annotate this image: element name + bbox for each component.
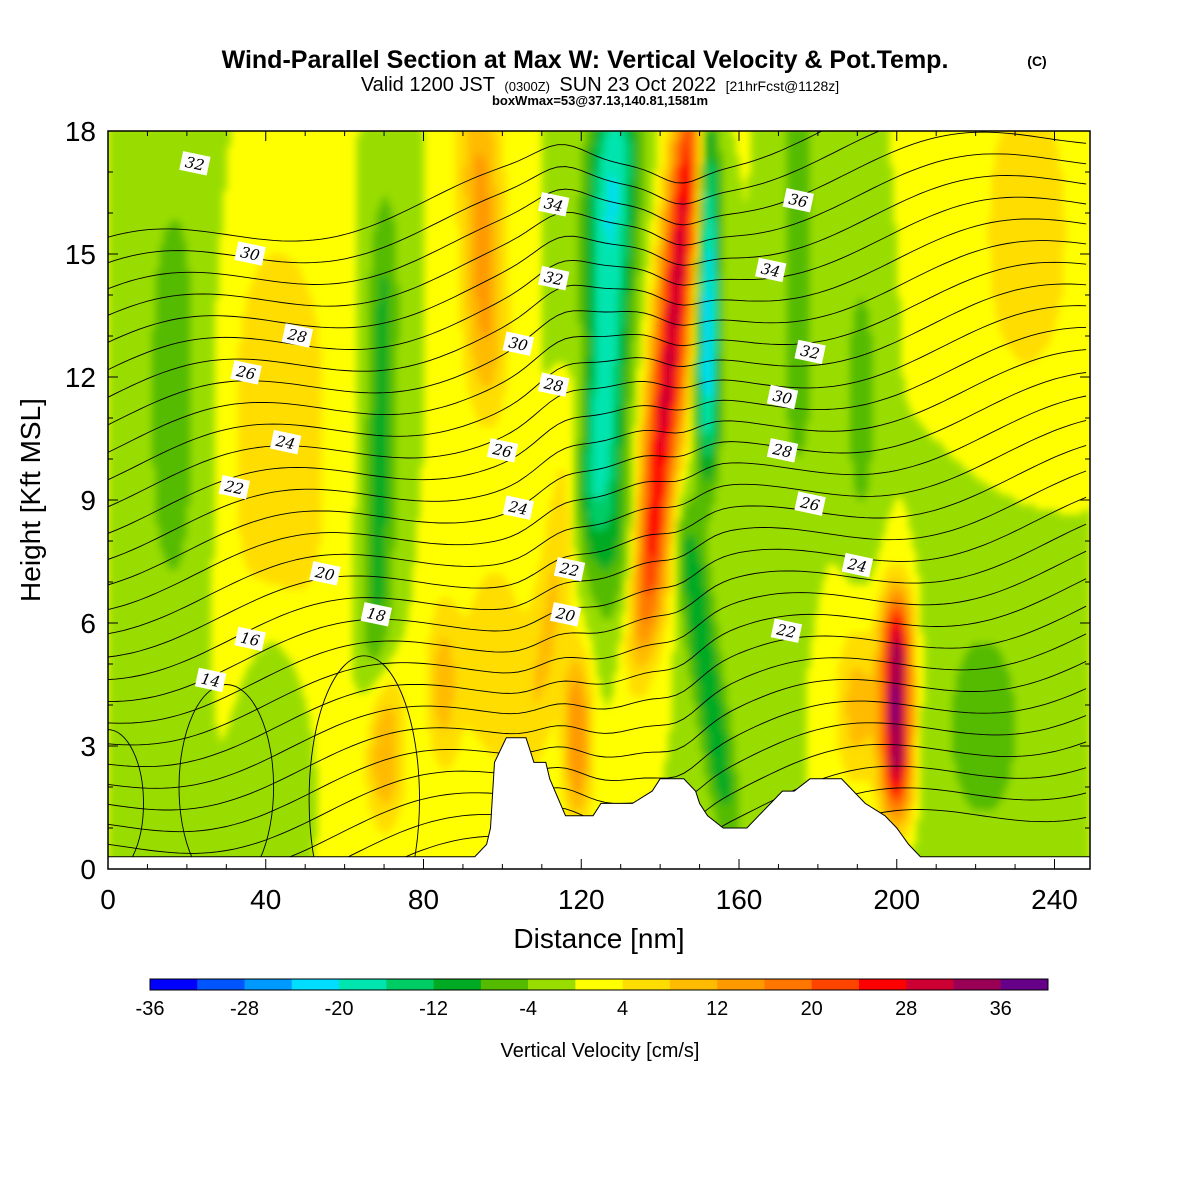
y-tick-label: 9	[80, 485, 96, 516]
y-tick-label: 15	[65, 239, 96, 270]
colorbar-tick-label: 4	[617, 998, 628, 1020]
colorbar-swatch	[859, 979, 907, 990]
x-tick-label: 120	[558, 884, 605, 915]
colorbar-tick-label: -28	[230, 998, 259, 1020]
plot-area: 1416182020222222242424262626282828303030…	[73, 89, 1091, 962]
x-axis-label: Distance [nm]	[513, 923, 684, 954]
y-axis-label: Height [Kft MSL]	[15, 398, 46, 602]
colorbar-swatch	[150, 979, 198, 990]
colorbar-tick-label: -20	[325, 998, 354, 1020]
x-tick-label: 240	[1031, 884, 1078, 915]
x-tick-label: 80	[408, 884, 439, 915]
colorbar-tick-label: 36	[990, 998, 1012, 1020]
x-tick-label: 0	[100, 884, 116, 915]
y-tick-label: 0	[80, 854, 96, 885]
colorbar-swatch	[812, 979, 860, 990]
colorbar-tick-label: 28	[895, 998, 917, 1020]
colorbar-swatch	[670, 979, 718, 990]
colorbar-tick-label: -36	[136, 998, 165, 1020]
x-tick-label: 40	[250, 884, 281, 915]
forecast-info: [21hrFcst@1128z]	[726, 78, 840, 94]
y-tick-label: 3	[80, 731, 96, 762]
colorbar-swatch	[434, 979, 482, 990]
colorbar-swatch	[245, 979, 293, 990]
colorbar-swatch	[528, 979, 576, 990]
colorbar-swatch	[575, 979, 623, 990]
chart-figure: Wind-Parallel Section at Max W: Vertical…	[0, 0, 1200, 1200]
colorbar-label: Vertical Velocity [cm/s]	[501, 1040, 700, 1062]
colorbar-swatch	[764, 979, 812, 990]
valid-z: (0300Z)	[504, 79, 550, 94]
colorbar-swatch	[906, 979, 954, 990]
colorbar-swatch	[717, 979, 765, 990]
y-tick-label: 12	[65, 362, 96, 393]
colorbar-swatch	[386, 979, 434, 990]
valid-prefix: Valid 1200 JST	[361, 74, 495, 96]
colorbar-swatch	[953, 979, 1001, 990]
x-tick-label: 160	[716, 884, 763, 915]
chart-title: Wind-Parallel Section at Max W: Vertical…	[222, 46, 949, 74]
colorbar-swatch	[1001, 979, 1049, 990]
colorbar-swatch	[292, 979, 340, 990]
copyright-mark: (C)	[1027, 53, 1046, 69]
colorbar-swatch	[197, 979, 245, 990]
colorbar-swatch	[481, 979, 529, 990]
colorbar-tick-label: 20	[801, 998, 823, 1020]
y-tick-label: 6	[80, 608, 96, 639]
colorbar-swatch	[339, 979, 387, 990]
colorbar-swatch	[623, 979, 671, 990]
colorbar-tick-label: -12	[419, 998, 448, 1020]
colorbar-tick-label: -4	[519, 998, 537, 1020]
colorbar-tick-label: 12	[706, 998, 728, 1020]
box-info: boxWmax=53@37.13,140.81,1581m	[492, 93, 708, 108]
x-tick-label: 200	[873, 884, 920, 915]
y-tick-label: 18	[65, 116, 96, 147]
